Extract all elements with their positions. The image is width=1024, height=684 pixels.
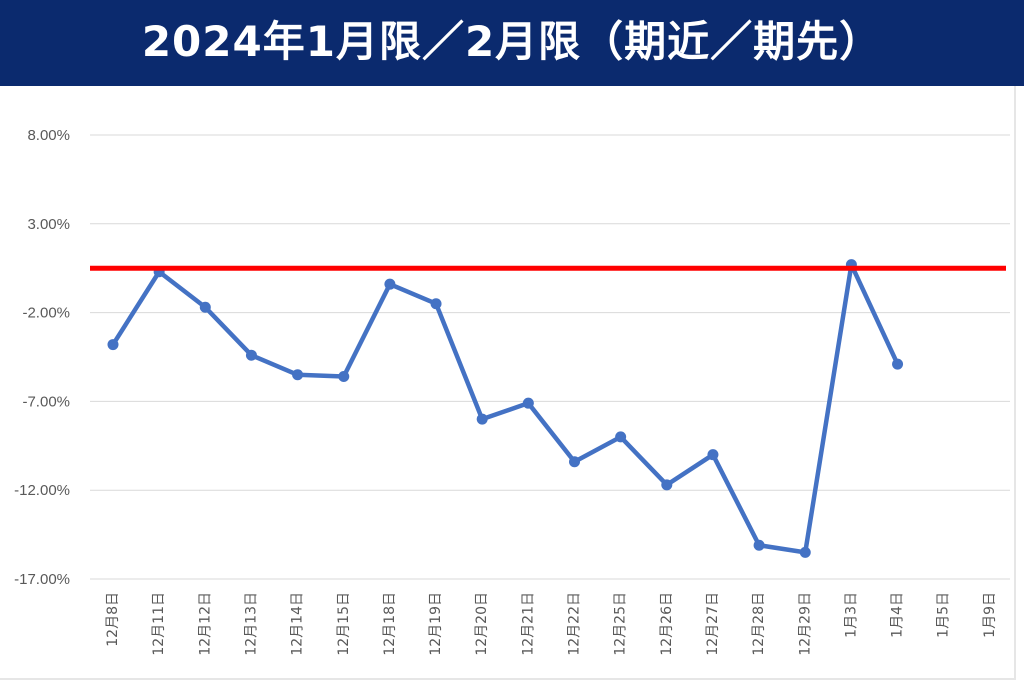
x-tick-label: 12月21日 <box>520 592 536 656</box>
x-tick-label: 12月19日 <box>428 592 444 656</box>
data-point <box>338 371 350 383</box>
x-tick-label: 1月4日 <box>890 592 906 638</box>
x-tick-label: 12月26日 <box>659 592 675 656</box>
y-tick-label: -12.00% <box>14 482 70 499</box>
x-tick-label: 12月14日 <box>290 592 306 656</box>
y-axis-ticks: 8.00% 3.00% -2.00% -7.00% -12.00% -17.00% <box>14 127 70 588</box>
data-point <box>199 301 211 313</box>
data-point <box>799 546 811 558</box>
x-tick-label: 1月5日 <box>936 592 952 638</box>
y-tick-label: -2.00% <box>22 305 70 322</box>
x-tick-label: 12月11日 <box>151 592 167 656</box>
data-point <box>430 298 442 310</box>
x-tick-label: 12月18日 <box>382 592 398 656</box>
gridlines <box>90 134 1010 580</box>
x-tick-label: 12月8日 <box>105 592 121 647</box>
x-tick-label: 1月3日 <box>843 592 859 638</box>
y-tick-label: 3.00% <box>27 216 70 233</box>
y-tick-label: 8.00% <box>27 127 70 144</box>
x-tick-label: 12月15日 <box>336 592 352 656</box>
data-point <box>615 431 627 443</box>
x-tick-label: 12月12日 <box>197 592 213 656</box>
data-point <box>569 456 580 468</box>
x-tick-label: 12月22日 <box>567 592 583 656</box>
plot-area-frame <box>0 86 1016 680</box>
data-point <box>107 339 119 351</box>
data-point <box>292 369 304 381</box>
x-axis-ticks: 12月8日 12月11日 12月12日 12月13日 12月14日 12月15日 12月18… <box>105 592 998 656</box>
x-tick-label: 12月29日 <box>797 592 813 656</box>
x-tick-label: 12月27日 <box>705 592 721 656</box>
y-tick-label: -7.00% <box>22 393 70 410</box>
chart-title: 2024年1月限／2月限（期近／期先） <box>141 17 883 66</box>
data-point <box>384 278 396 290</box>
series-line <box>110 262 900 555</box>
title-bar: 2024年1月限／2月限（期近／期先） <box>0 0 1024 86</box>
data-point <box>707 449 719 461</box>
data-point <box>892 358 904 370</box>
data-point <box>522 397 534 409</box>
x-tick-label: 12月20日 <box>474 592 490 656</box>
data-point <box>476 413 488 425</box>
data-point <box>245 349 257 361</box>
x-tick-label: 12月13日 <box>243 592 259 656</box>
series-group <box>107 259 904 558</box>
x-tick-label: 12月25日 <box>613 592 629 656</box>
data-point <box>753 539 765 551</box>
y-tick-label: -17.00% <box>14 571 70 588</box>
x-tick-label: 12月28日 <box>751 592 767 656</box>
x-tick-label: 1月9日 <box>982 592 998 638</box>
data-point <box>661 479 673 491</box>
